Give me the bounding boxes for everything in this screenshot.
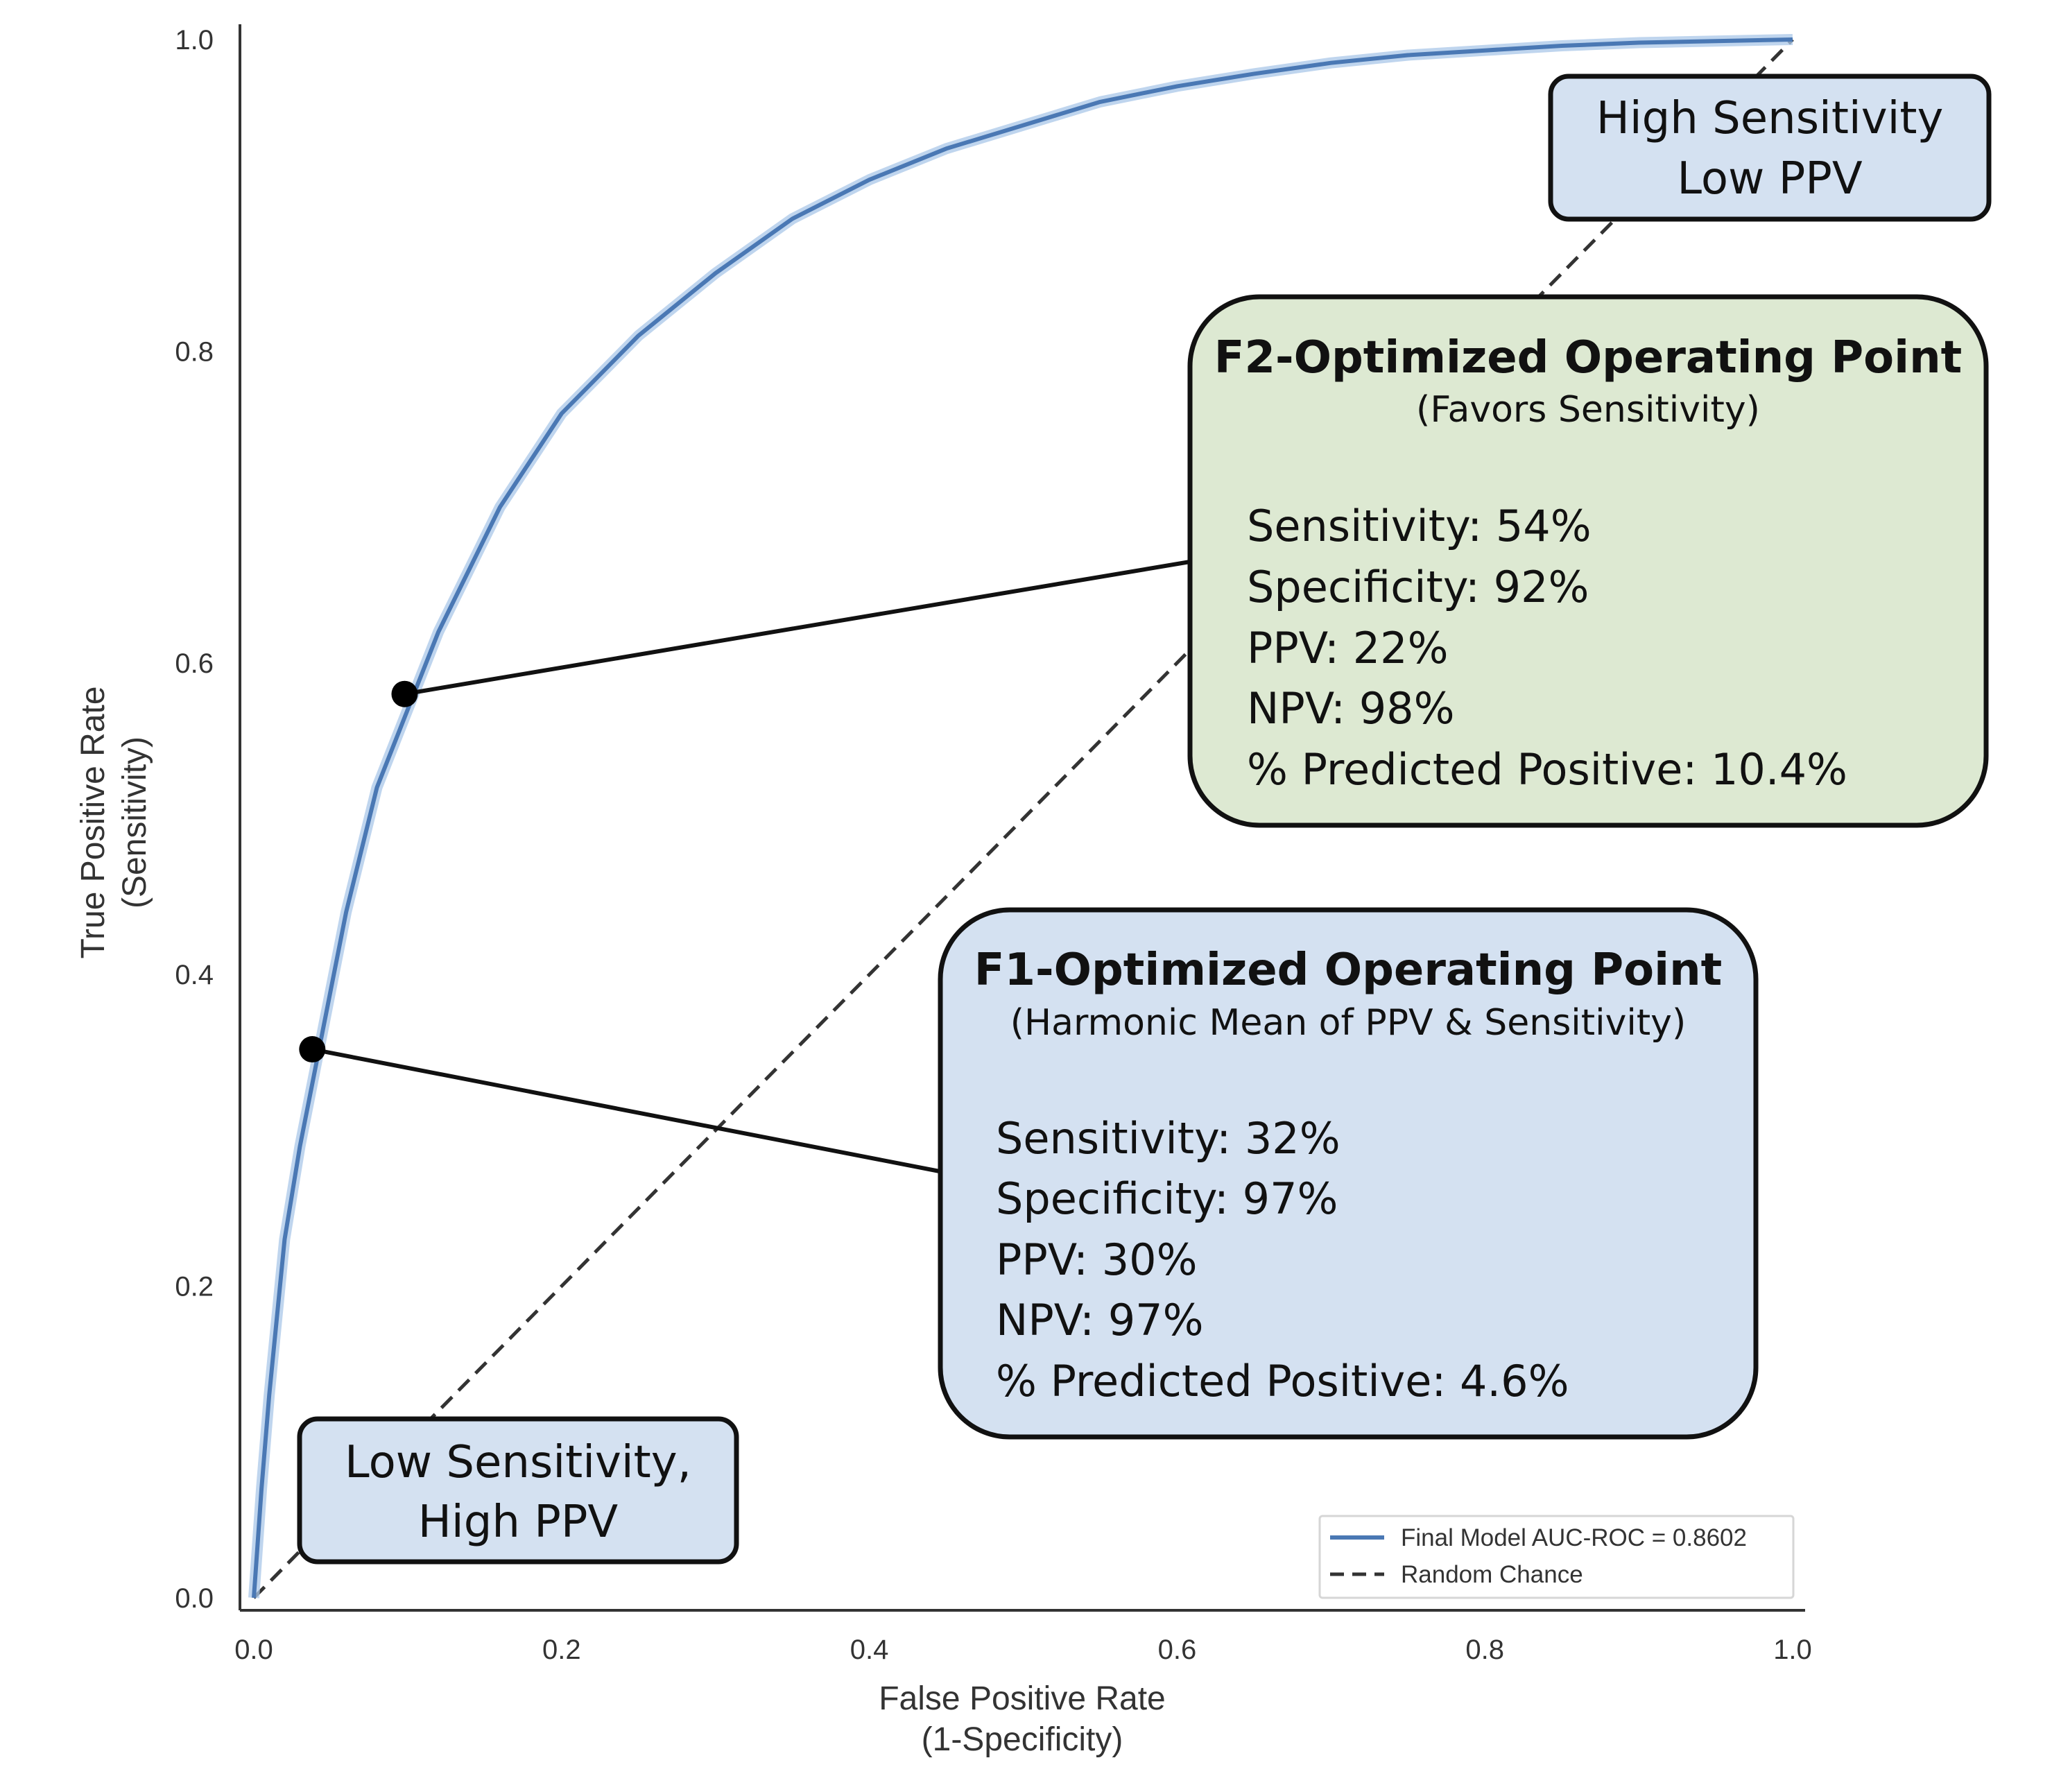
y-tick-label: 0.8	[175, 336, 214, 367]
f2-operating-point-marker	[391, 680, 418, 707]
y-tick-label: 1.0	[175, 25, 214, 55]
f1-subtitle: (Harmonic Mean of PPV & Sensitivity)	[1010, 1002, 1686, 1044]
y-tick-label: 0.2	[175, 1272, 214, 1302]
x-tick-label: 0.6	[1158, 1635, 1197, 1665]
high-sensitivity-box	[1548, 74, 1992, 222]
y-tick-labels: 0.0 0.2 0.4 0.6 0.8 1.0	[175, 25, 214, 1614]
f2-metric-ppv: PPV: 22%	[1247, 623, 1449, 673]
f1-metric-sensitivity: Sensitivity: 32%	[996, 1113, 1340, 1164]
x-tick-label: 0.4	[850, 1635, 889, 1665]
f1-connector-line	[311, 1047, 944, 1174]
f1-metric-ppv: PPV: 30%	[996, 1234, 1198, 1285]
high-sensitivity-line1: High Sensitivity	[1596, 93, 1944, 144]
f1-operating-point-marker	[299, 1036, 326, 1063]
y-tick-label: 0.0	[175, 1583, 214, 1614]
x-tick-label: 0.2	[542, 1635, 581, 1665]
f2-connector-line	[404, 560, 1191, 696]
f1-metric-specificity: Specificity: 97%	[996, 1173, 1338, 1224]
x-tick-label: 1.0	[1773, 1635, 1812, 1665]
y-tick-label: 0.6	[175, 648, 214, 679]
y-tick-label: 0.4	[175, 960, 214, 990]
y-axis-label-line2: (Sensitivity)	[117, 736, 153, 908]
f2-metric-npv: NPV: 98%	[1247, 683, 1455, 734]
low-sensitivity-line2: High PPV	[418, 1497, 619, 1548]
roc-curve-line	[252, 37, 1793, 1599]
legend-label-model: Final Model AUC-ROC = 0.8602	[1401, 1524, 1747, 1551]
x-tick-label: 0.0	[234, 1635, 273, 1665]
y-axis-label-line1: True Positive Rate	[75, 686, 112, 958]
low-sensitivity-box	[297, 1416, 739, 1565]
x-axis-label-line2: (1-Specificity)	[922, 1721, 1123, 1758]
f1-metric-predicted-positive: % Predicted Positive: 4.6%	[996, 1356, 1569, 1406]
x-axis-label-line1: False Positive Rate	[879, 1680, 1166, 1717]
f1-title: F1-Optimized Operating Point	[974, 945, 1722, 996]
f2-subtitle: (Favors Sensitivity)	[1416, 389, 1760, 431]
f2-metric-predicted-positive: % Predicted Positive: 10.4%	[1247, 744, 1847, 795]
x-tick-labels: 0.0 0.2 0.4 0.6 0.8 1.0	[234, 1635, 1812, 1665]
low-sensitivity-line1: Low Sensitivity,	[345, 1437, 691, 1488]
x-tick-label: 0.8	[1465, 1635, 1504, 1665]
f2-metric-sensitivity: Sensitivity: 54%	[1247, 501, 1592, 551]
f2-box	[1187, 294, 1989, 828]
legend-frame	[1318, 1515, 1795, 1599]
f1-box	[938, 907, 1759, 1440]
legend: Final Model AUC-ROC = 0.8602 Random Chan…	[1318, 1515, 1795, 1599]
f2-metric-specificity: Specificity: 92%	[1247, 562, 1589, 612]
f1-metric-npv: NPV: 97%	[996, 1295, 1204, 1345]
high-sensitivity-line2: Low PPV	[1677, 153, 1863, 205]
legend-label-random: Random Chance	[1401, 1561, 1583, 1588]
f2-title: F2-Optimized Operating Point	[1214, 332, 1962, 384]
